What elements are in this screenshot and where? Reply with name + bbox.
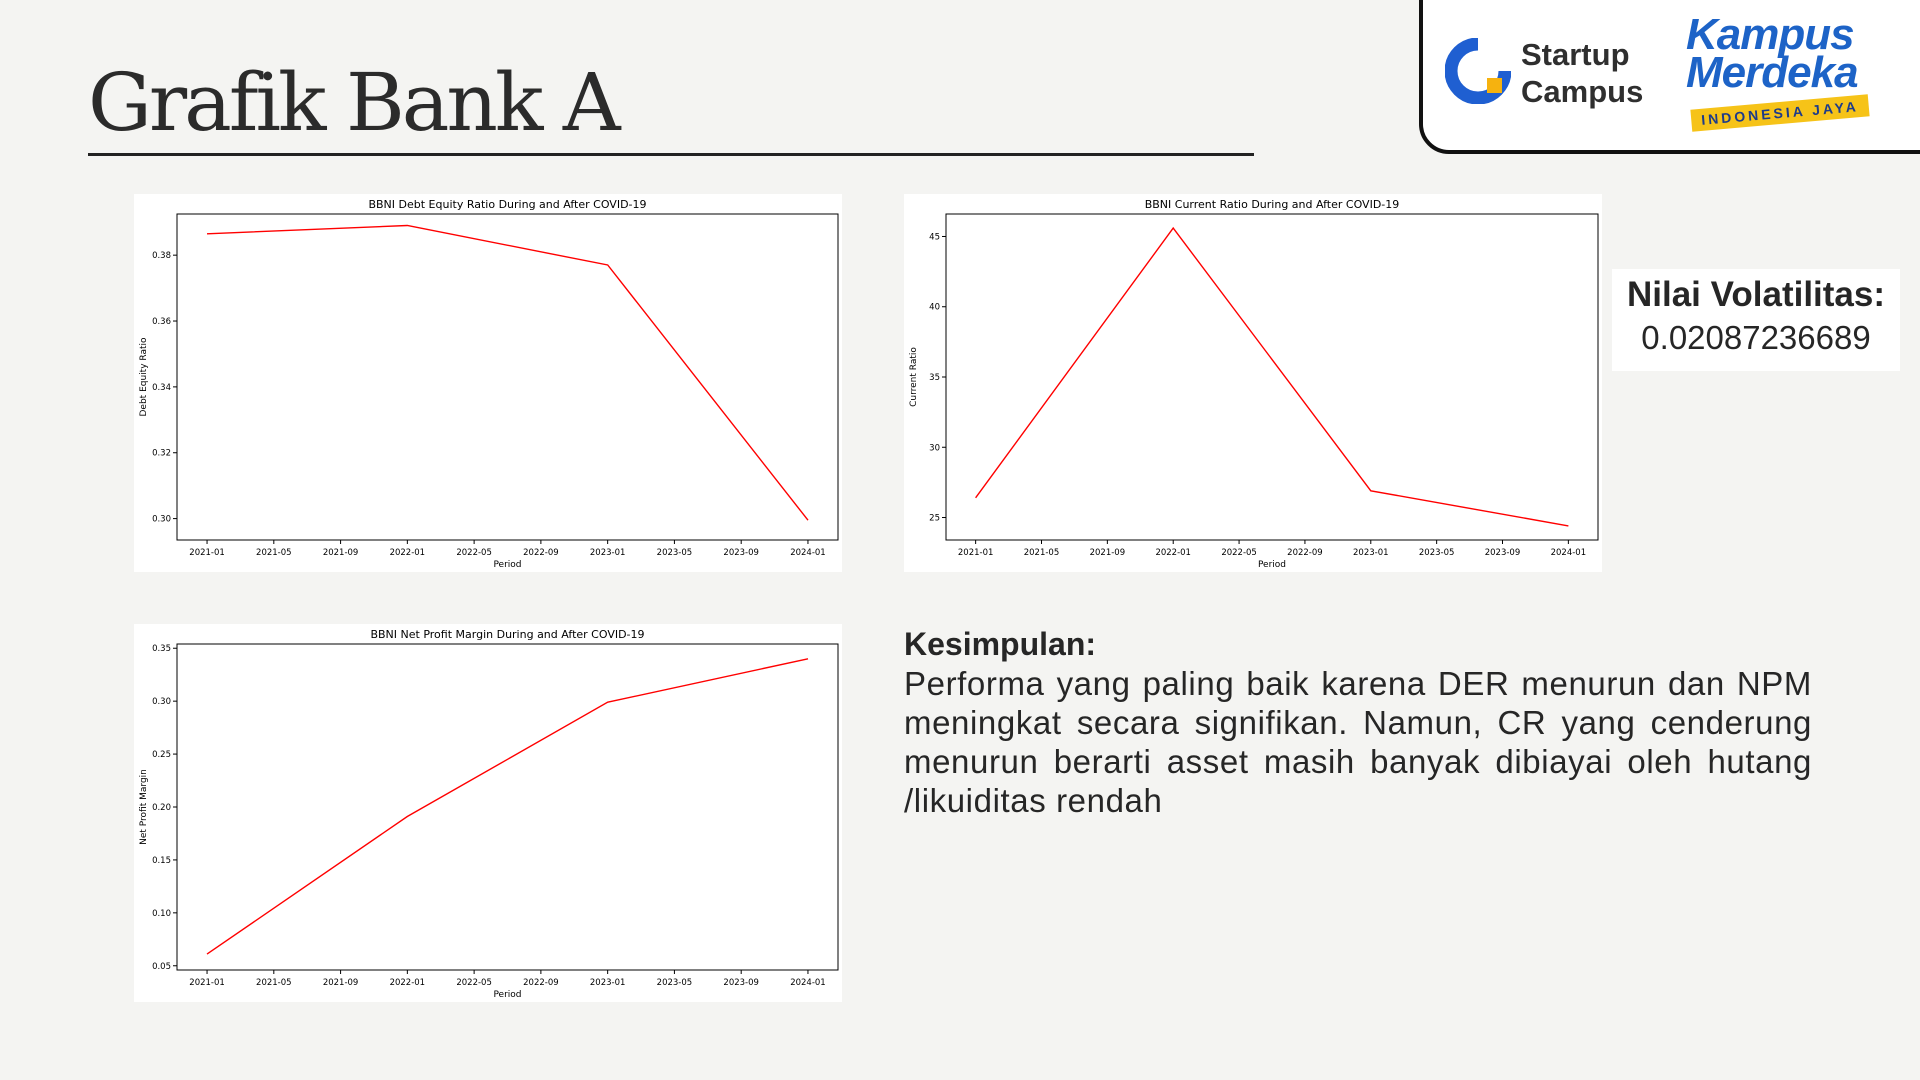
x-tick-label: 2023-09 xyxy=(1485,548,1521,558)
x-tick-label: 2023-05 xyxy=(657,978,693,988)
x-axis-label: Period xyxy=(493,560,521,570)
kampus-merdeka-line-2: Merdeka xyxy=(1686,48,1859,97)
conclusion-heading: Kesimpulan: xyxy=(904,626,1097,662)
y-tick-label: 30 xyxy=(929,443,940,453)
x-tick-label: 2021-05 xyxy=(1024,548,1060,558)
current-ratio-chart: BBNI Current Ratio During and After COVI… xyxy=(909,198,1599,570)
x-tick-label: 2022-05 xyxy=(456,978,492,988)
x-tick-label: 2021-01 xyxy=(958,548,994,558)
y-tick-label: 40 xyxy=(929,303,940,313)
page-title: Grafik Bank A xyxy=(88,56,621,149)
x-axis-label: Period xyxy=(493,990,521,1000)
y-tick-label: 25 xyxy=(929,514,940,524)
volatility-value: 0.02087236689 xyxy=(1641,319,1871,356)
logo-panel: Startup Campus Kampus Merdeka INDONESIA … xyxy=(1419,0,1920,154)
x-tick-label: 2022-01 xyxy=(390,548,426,558)
x-tick-label: 2023-01 xyxy=(590,548,626,558)
der-chart: BBNI Debt Equity Ratio During and After … xyxy=(139,198,839,570)
x-tick-label: 2021-05 xyxy=(256,978,292,988)
plot-frame xyxy=(176,643,839,971)
current-ratio-chart-panel: BBNI Current Ratio During and After COVI… xyxy=(904,194,1602,572)
x-tick-label: 2021-09 xyxy=(323,548,359,558)
startup-campus-line-1: Startup xyxy=(1521,37,1630,72)
x-tick-label: 2023-09 xyxy=(723,978,759,988)
y-tick-label: 0.15 xyxy=(152,856,171,866)
series-line xyxy=(206,658,809,955)
x-tick-label: 2022-09 xyxy=(523,548,559,558)
x-tick-label: 2021-05 xyxy=(256,548,292,558)
startup-campus-logo-icon xyxy=(1445,38,1511,104)
der-chart-panel: BBNI Debt Equity Ratio During and After … xyxy=(134,194,842,572)
y-tick-label: 0.20 xyxy=(152,803,171,813)
x-tick-label: 2021-01 xyxy=(189,978,225,988)
volatility-box: Nilai Volatilitas: 0.02087236689 xyxy=(1612,269,1900,371)
x-axis-label: Period xyxy=(1258,560,1286,570)
x-tick-label: 2021-09 xyxy=(1090,548,1126,558)
y-tick-label: 45 xyxy=(929,232,940,242)
y-tick-label: 0.35 xyxy=(152,644,171,654)
x-tick-label: 2022-01 xyxy=(1155,548,1191,558)
x-tick-label: 2024-01 xyxy=(790,978,826,988)
chart-title: BBNI Debt Equity Ratio During and After … xyxy=(368,198,646,211)
x-tick-label: 2024-01 xyxy=(790,548,826,558)
conclusion-block: Kesimpulan: Performa yang paling baik ka… xyxy=(904,624,1812,820)
x-tick-label: 2023-01 xyxy=(590,978,626,988)
x-tick-label: 2023-01 xyxy=(1353,548,1389,558)
kampus-merdeka-line-1: Kampus xyxy=(1686,10,1855,59)
y-tick-label: 35 xyxy=(929,373,940,383)
series-line xyxy=(975,226,1569,527)
x-tick-label: 2022-05 xyxy=(1221,548,1257,558)
plot-frame xyxy=(945,213,1599,541)
x-tick-label: 2022-05 xyxy=(456,548,492,558)
y-tick-label: 0.32 xyxy=(152,449,171,459)
y-tick-label: 0.38 xyxy=(152,251,171,261)
x-tick-label: 2022-09 xyxy=(523,978,559,988)
y-axis-label: Debt Equity Ratio xyxy=(139,337,149,416)
y-tick-label: 0.36 xyxy=(152,317,171,327)
kampus-merdeka-tagline: INDONESIA JAYA xyxy=(1690,94,1870,132)
volatility-label: Nilai Volatilitas: xyxy=(1626,275,1886,314)
kampus-merdeka-wordmark: Kampus Merdeka xyxy=(1686,10,1859,97)
chart-title: BBNI Current Ratio During and After COVI… xyxy=(1145,198,1400,211)
title-divider xyxy=(88,153,1254,156)
y-tick-label: 0.05 xyxy=(152,962,171,972)
y-tick-label: 0.30 xyxy=(152,697,171,707)
conclusion-body: Performa yang paling baik karena DER men… xyxy=(904,665,1812,819)
x-tick-label: 2023-05 xyxy=(1419,548,1455,558)
y-tick-label: 0.25 xyxy=(152,750,171,760)
x-tick-label: 2022-09 xyxy=(1287,548,1323,558)
y-tick-label: 0.10 xyxy=(152,909,171,919)
startup-campus-wordmark: Startup Campus xyxy=(1521,36,1643,110)
series-line xyxy=(206,224,809,521)
chart-title: BBNI Net Profit Margin During and After … xyxy=(370,628,644,641)
x-tick-label: 2023-05 xyxy=(657,548,693,558)
x-tick-label: 2024-01 xyxy=(1551,548,1587,558)
y-tick-label: 0.30 xyxy=(152,515,171,525)
y-tick-label: 0.34 xyxy=(152,383,171,393)
npm-chart: BBNI Net Profit Margin During and After … xyxy=(139,628,839,1000)
x-tick-label: 2021-01 xyxy=(189,548,225,558)
x-tick-label: 2021-09 xyxy=(323,978,359,988)
npm-chart-panel: BBNI Net Profit Margin During and After … xyxy=(134,624,842,1002)
y-axis-label: Net Profit Margin xyxy=(139,769,149,845)
startup-campus-line-2: Campus xyxy=(1521,74,1644,109)
x-tick-label: 2022-01 xyxy=(390,978,426,988)
x-tick-label: 2023-09 xyxy=(723,548,759,558)
y-axis-label: Current Ratio xyxy=(909,347,919,407)
plot-frame xyxy=(176,213,839,541)
